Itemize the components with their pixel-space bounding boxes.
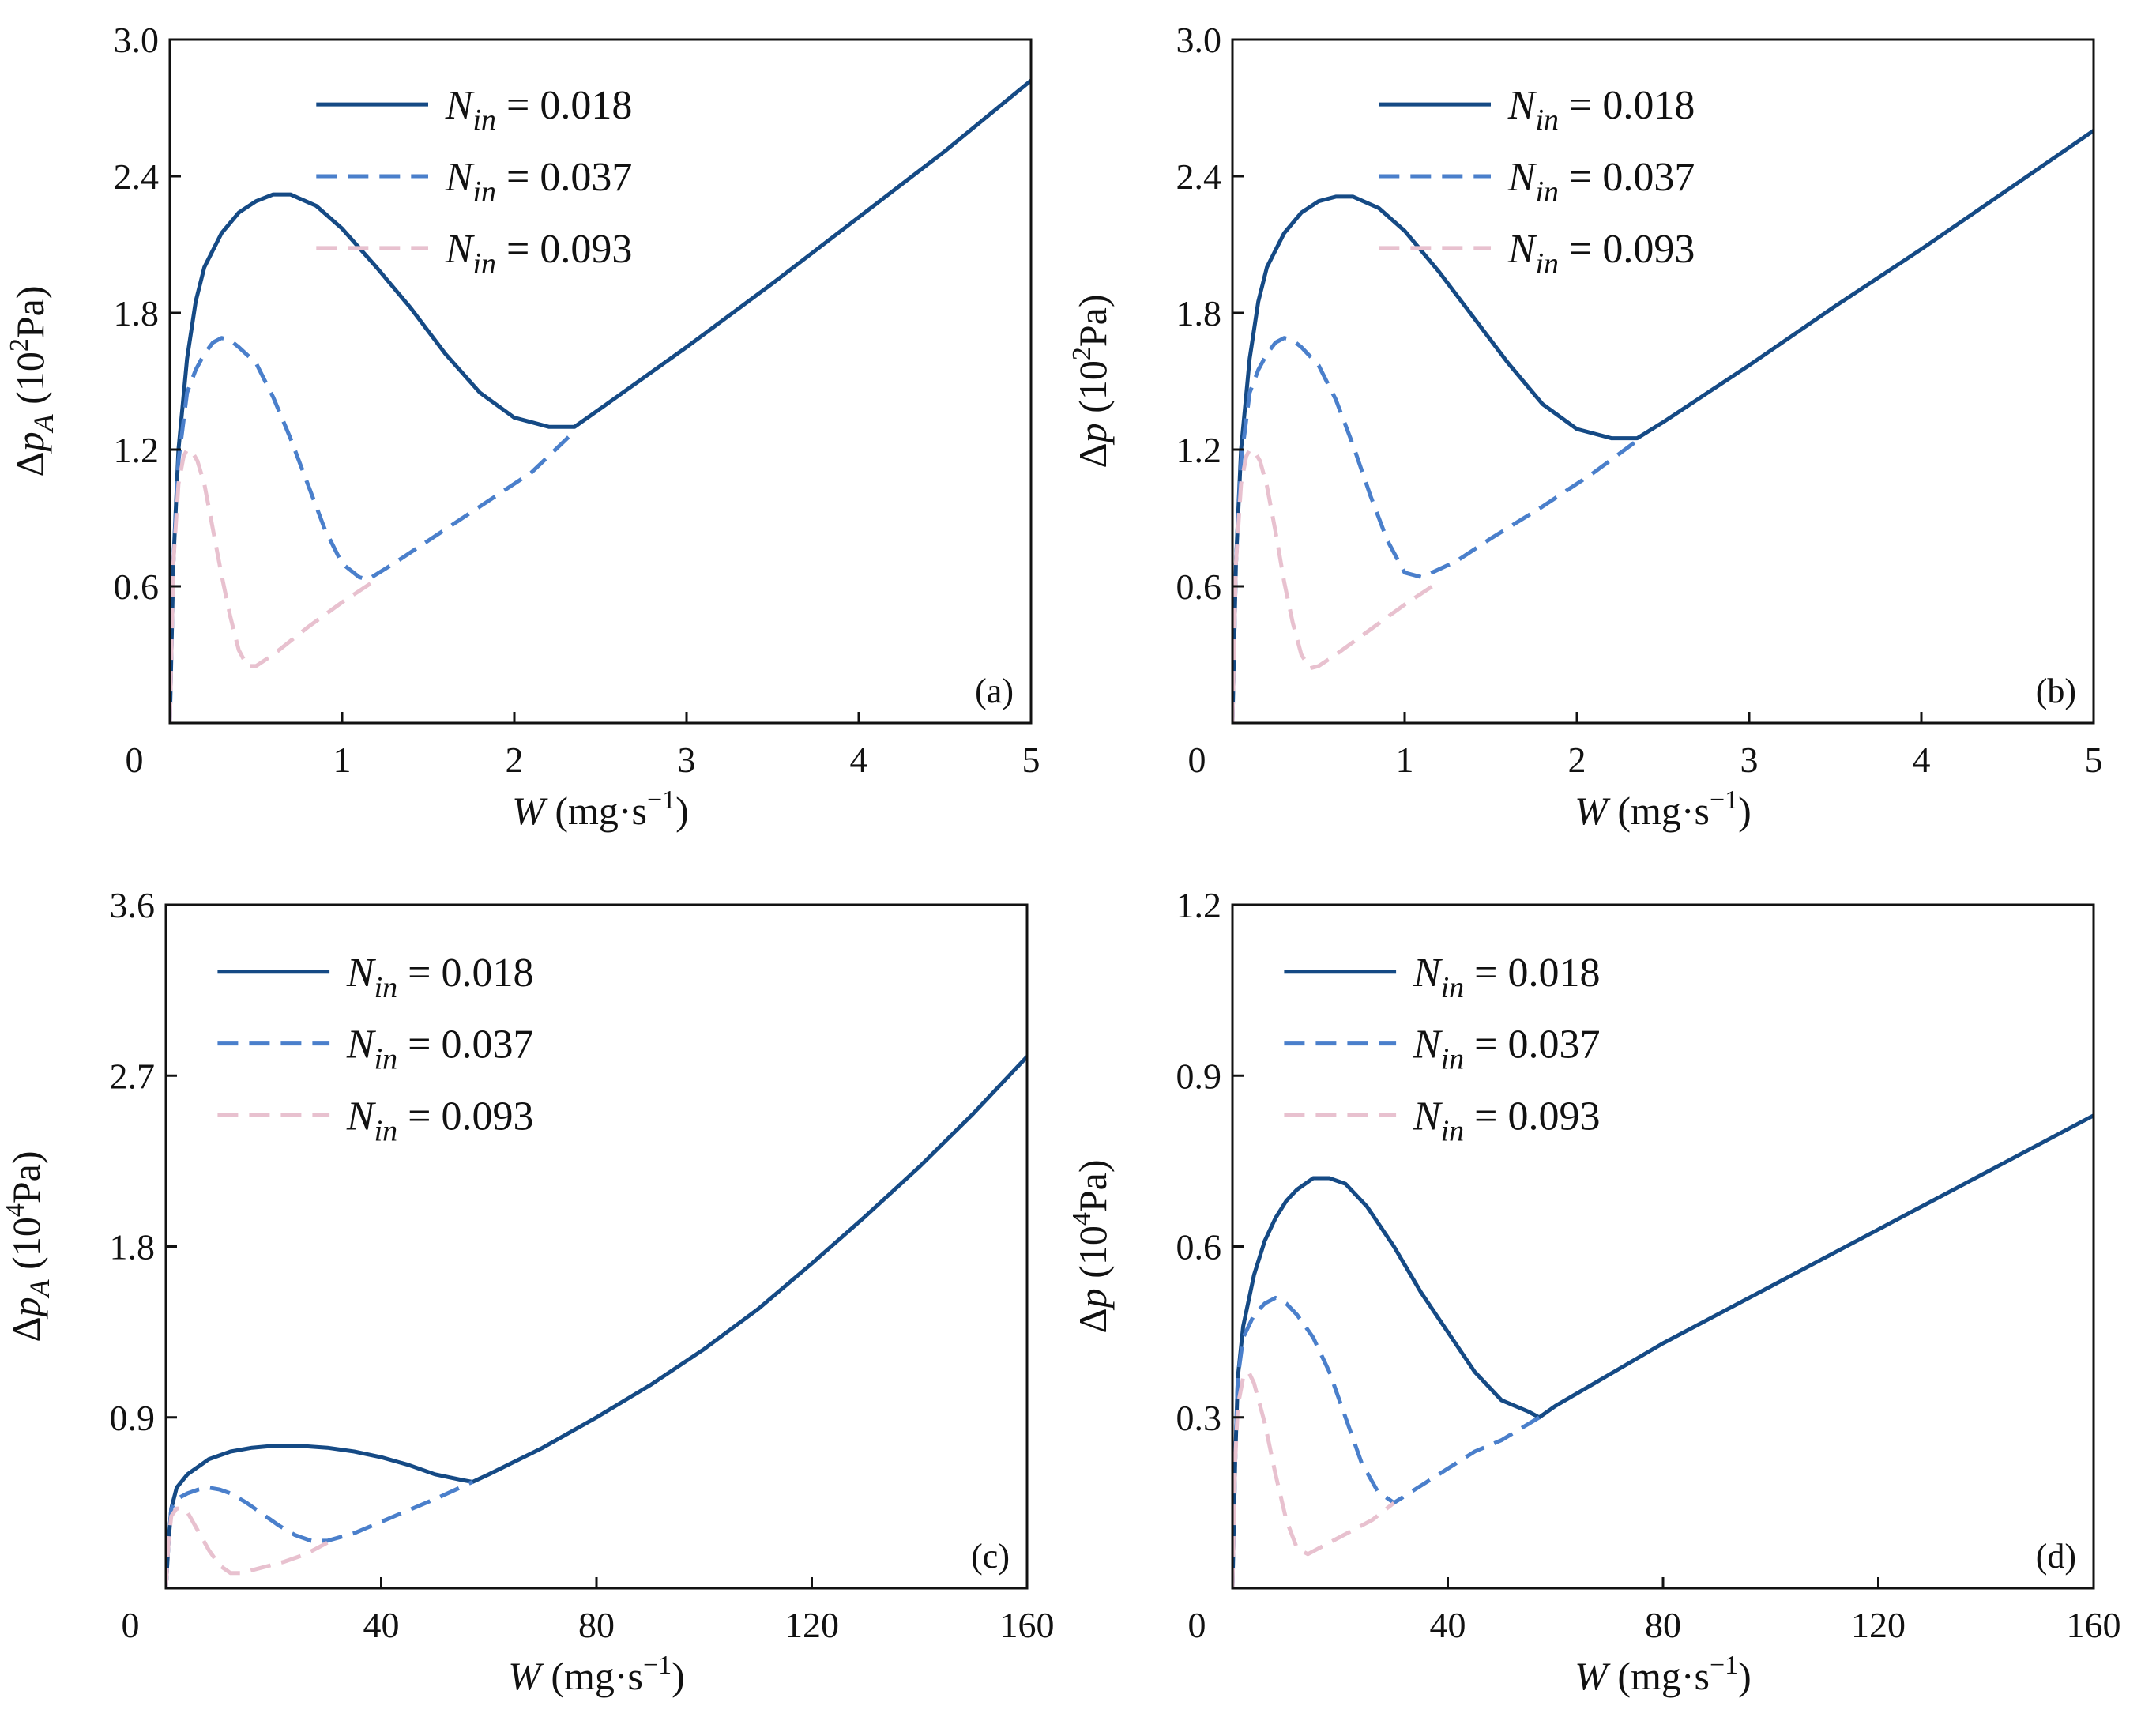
plot-frame: [168, 38, 1033, 725]
panel-a: 0 1 2 3 4 5 0.6 1.2 1.8 2.4 3.0 W (mg·s−1) ΔpA (102P…: [5, 20, 1040, 833]
y-tick-label: 1.8: [114, 293, 160, 333]
legend-entry: Nin = 0.093: [1507, 227, 1695, 281]
x-tick-label: 0: [1188, 740, 1206, 780]
x-tick-label: 160: [2067, 1605, 2121, 1645]
legend-entry: Nin = 0.037: [346, 1022, 534, 1076]
panel-b: 0 1 2 3 4 5 0.6 1.2 1.8 2.4 3.0 W (mg·s−1) Δp (102Pa…: [1067, 20, 2103, 833]
x-tick-label: 0: [1188, 1605, 1206, 1645]
panel-label: (c): [971, 1537, 1010, 1576]
legend-entry: Nin = 0.037: [1413, 1022, 1601, 1076]
plot-frame: [1231, 38, 2095, 725]
y-tick-label: 2.4: [1176, 156, 1222, 197]
series-line-0.037: [166, 1480, 474, 1588]
x-tick-label: 1: [1396, 740, 1414, 780]
y-tick-label: 1.8: [1176, 293, 1222, 333]
legend-entry: Nin = 0.037: [1507, 155, 1695, 209]
series-line-0.093: [170, 447, 378, 723]
y-tick-label: 1.2: [114, 430, 160, 470]
series-line-0.093: [1232, 447, 1440, 723]
panel-d: 0 40 80 120 160 0.3 0.6 0.9 1.2 W (mg·s−1) Δp (104…: [1067, 885, 2121, 1698]
panel-c: 0 40 80 120 160 0.9 1.8 2.7 3.6 W (mg·s−1) ΔpA (10…: [1, 885, 1055, 1698]
x-tick-label: 5: [1022, 740, 1040, 780]
x-axis-title: W (mg·s−1): [508, 1651, 685, 1698]
y-tick-label: 0.6: [114, 567, 160, 607]
y-axis-title: Δp (104Pa): [1067, 1160, 1115, 1334]
y-tick-label: 0.9: [1176, 1056, 1222, 1096]
panel-label: (b): [2036, 672, 2076, 710]
y-tick-label: 2.4: [114, 156, 160, 197]
series-line-0.018: [1232, 1113, 2094, 1588]
y-axis-title: ΔpA (102Pa): [5, 286, 59, 477]
series-line-0.093: [1232, 1369, 1395, 1588]
legend: Nin = 0.018 Nin = 0.037 Nin = 0.093: [1379, 83, 1695, 281]
legend-entry: Nin = 0.093: [445, 227, 633, 281]
series-line-0.037: [170, 336, 577, 723]
x-tick-label: 80: [1645, 1605, 1681, 1645]
panel-label: (a): [975, 672, 1014, 710]
plot-frame: [1231, 903, 2095, 1590]
x-tick-label: 0: [122, 1605, 140, 1645]
legend-entry: Nin = 0.037: [445, 155, 633, 209]
y-tick-label: 3.6: [110, 885, 156, 925]
y-tick-label: 0.3: [1176, 1398, 1222, 1438]
legend-entry: Nin = 0.018: [445, 83, 633, 137]
x-tick-label: 120: [785, 1605, 839, 1645]
x-axis-title: W (mg·s−1): [1575, 1651, 1752, 1698]
y-tick-label: 3.0: [1176, 20, 1222, 60]
y-tick-label: 0.9: [110, 1398, 156, 1438]
series-line-0.018: [166, 1055, 1027, 1588]
x-tick-label: 120: [1851, 1605, 1906, 1645]
y-tick-label: 1.8: [110, 1227, 156, 1267]
x-tick-label: 4: [1913, 740, 1931, 780]
x-tick-label: 0: [126, 740, 144, 780]
y-tick-label: 3.0: [114, 20, 160, 60]
series-line-0.037: [1232, 336, 1639, 723]
x-tick-label: 160: [1000, 1605, 1055, 1645]
legend-entry: Nin = 0.018: [1413, 951, 1601, 1004]
x-tick-label: 2: [506, 740, 524, 780]
series-line-0.037: [1232, 1295, 1541, 1588]
legend: Nin = 0.018 Nin = 0.037 Nin = 0.093: [316, 83, 632, 281]
y-tick-label: 0.6: [1176, 567, 1222, 607]
x-tick-label: 5: [2085, 740, 2103, 780]
legend-entry: Nin = 0.018: [1507, 83, 1695, 137]
x-tick-label: 3: [678, 740, 696, 780]
legend-entry: Nin = 0.093: [346, 1094, 534, 1147]
legend-entry: Nin = 0.093: [1413, 1094, 1601, 1147]
x-tick-label: 40: [1430, 1605, 1466, 1645]
panel-label: (d): [2036, 1537, 2076, 1576]
series-line-0.093: [166, 1506, 329, 1588]
x-tick-label: 3: [1740, 740, 1759, 780]
plot-frame: [164, 903, 1029, 1590]
x-axis-title: W (mg·s−1): [1575, 785, 1752, 833]
x-axis-title: W (mg·s−1): [512, 785, 689, 833]
legend-entry: Nin = 0.018: [346, 951, 534, 1004]
series-line-0.018: [1232, 129, 2094, 723]
legend: Nin = 0.018 Nin = 0.037 Nin = 0.093: [217, 951, 534, 1147]
legend: Nin = 0.018 Nin = 0.037 Nin = 0.093: [1284, 951, 1601, 1147]
x-tick-label: 2: [1568, 740, 1586, 780]
x-tick-label: 80: [578, 1605, 615, 1645]
x-tick-label: 1: [333, 740, 352, 780]
y-tick-label: 0.6: [1176, 1227, 1222, 1267]
y-tick-label: 1.2: [1176, 430, 1222, 470]
x-tick-label: 40: [363, 1605, 400, 1645]
y-axis-title: ΔpA (104Pa): [1, 1151, 55, 1342]
y-axis-title: Δp (102Pa): [1067, 295, 1115, 469]
y-tick-label: 1.2: [1176, 885, 1222, 925]
y-tick-label: 2.7: [110, 1056, 156, 1096]
x-tick-label: 4: [850, 740, 868, 780]
